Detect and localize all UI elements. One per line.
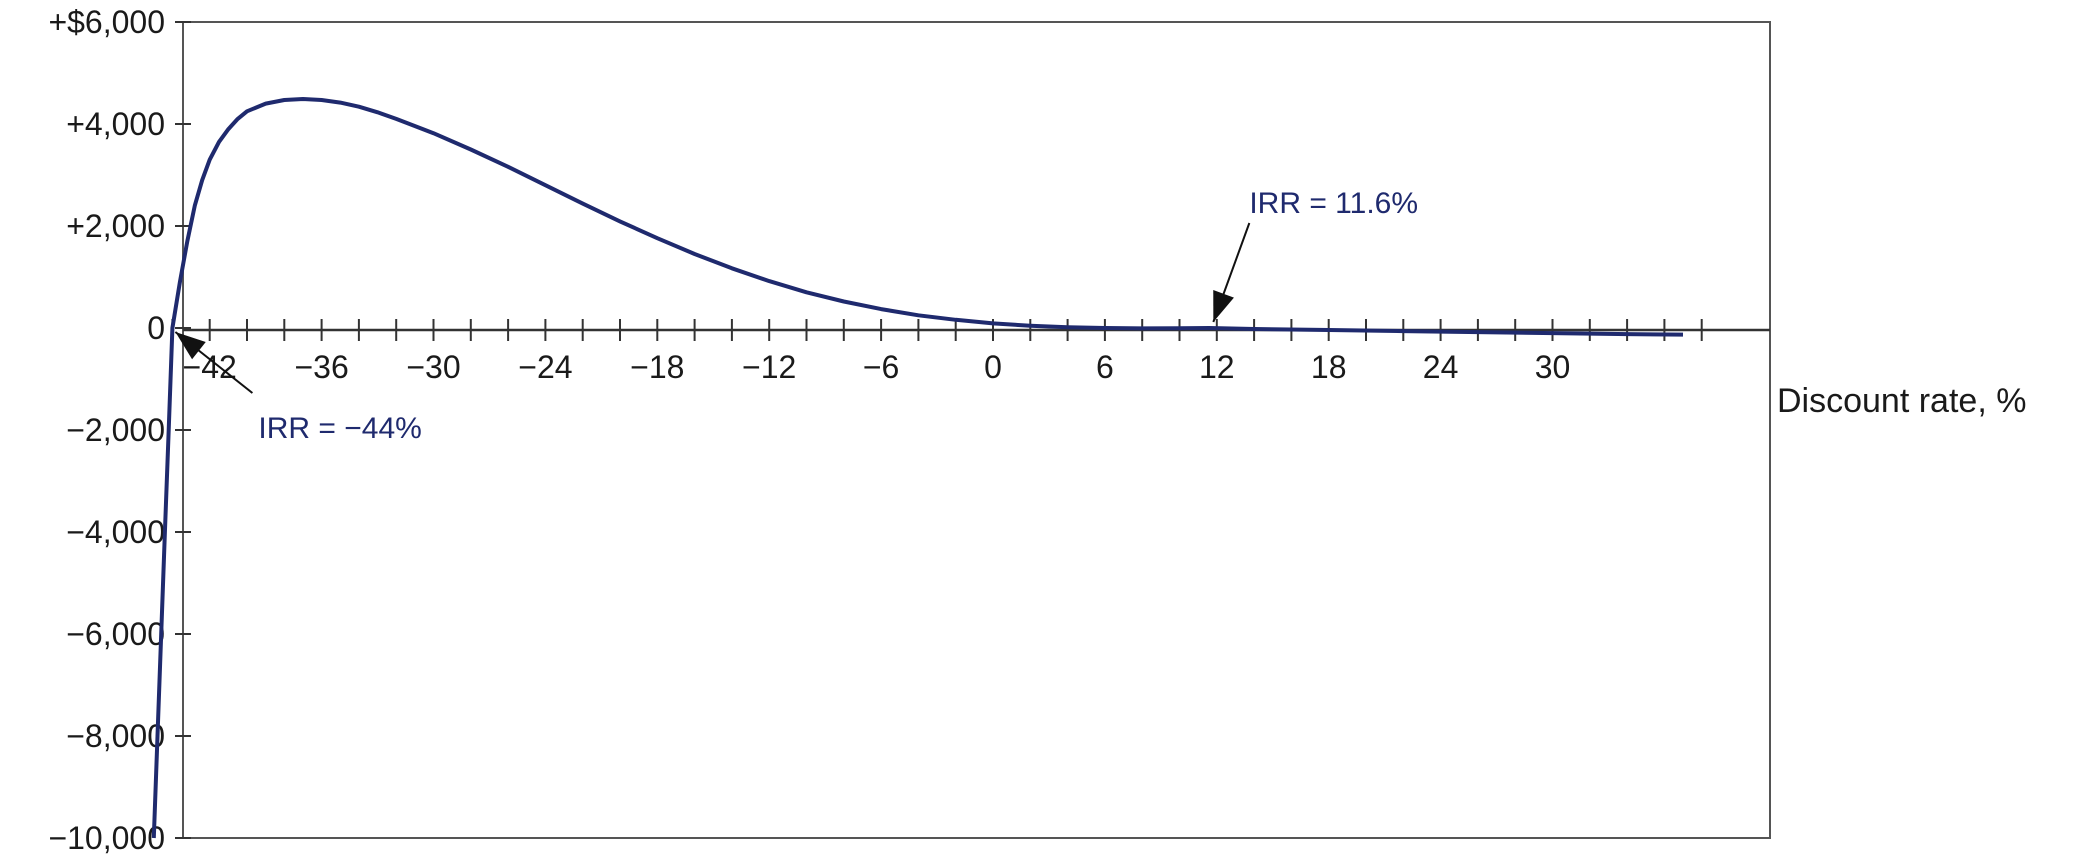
x-axis-labels: −42 −36 −30 −24 −18 −12 −6 0 6 12 18 24 30 bbox=[183, 349, 1571, 385]
x-tick-label: 24 bbox=[1423, 349, 1459, 385]
x-tick-label: 6 bbox=[1096, 349, 1114, 385]
x-axis-title: Discount rate, % bbox=[1777, 382, 2026, 420]
y-tick-label: 0 bbox=[147, 310, 165, 346]
x-tick-label: −18 bbox=[630, 349, 684, 385]
y-tick-label: −10,000 bbox=[48, 820, 165, 854]
annotation-arrow-head bbox=[175, 332, 206, 360]
x-tick-label: −36 bbox=[294, 349, 348, 385]
y-tick-label: +4,000 bbox=[66, 106, 165, 142]
y-tick-label: −4,000 bbox=[66, 514, 165, 550]
npv-curve bbox=[151, 97, 1684, 839]
x-tick-label: 18 bbox=[1311, 349, 1347, 385]
y-tick-label: −2,000 bbox=[66, 412, 165, 448]
x-tick-label: 12 bbox=[1199, 349, 1235, 385]
x-tick-label: 30 bbox=[1535, 349, 1571, 385]
x-tick-label: −12 bbox=[742, 349, 796, 385]
y-tick-label: −8,000 bbox=[66, 718, 165, 754]
y-tick-label: +$6,000 bbox=[48, 4, 165, 40]
x-tick-label: −24 bbox=[518, 349, 572, 385]
y-tick-label: +2,000 bbox=[66, 208, 165, 244]
y-axis-labels: +$6,000 +4,000 +2,000 0 −2,000 −4,000 −6,000 −8… bbox=[48, 4, 165, 854]
y-tick-label: −6,000 bbox=[66, 616, 165, 652]
x-tick-label: −6 bbox=[863, 349, 899, 385]
annotation-arrow-head bbox=[1213, 290, 1234, 322]
x-tick-label: 0 bbox=[984, 349, 1002, 385]
irr-annotations: IRR = −44% IRR = 11.6% bbox=[174, 187, 1418, 445]
irr-annotation-high: IRR = 11.6% bbox=[1249, 187, 1418, 220]
x-tick-label: −30 bbox=[406, 349, 460, 385]
y-axis-ticks bbox=[175, 21, 191, 839]
irr-annotation-low: IRR = −44% bbox=[258, 412, 421, 445]
